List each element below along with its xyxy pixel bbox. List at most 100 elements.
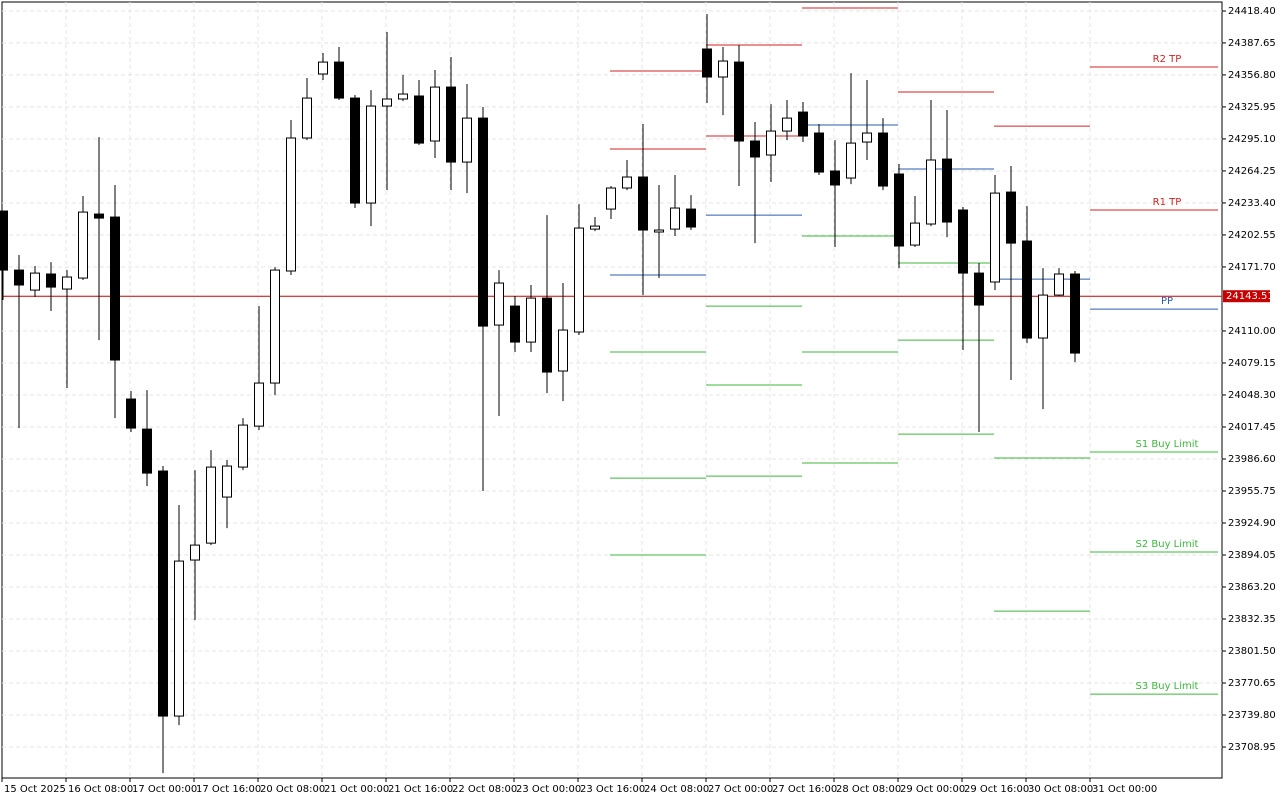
y-tick-label: 24202.55 xyxy=(1228,230,1276,241)
candle-body xyxy=(318,61,328,75)
candle-body xyxy=(670,207,680,230)
x-tick-label: 20 Oct 08:00 xyxy=(260,784,325,795)
y-tick-label: 23801.50 xyxy=(1228,646,1276,657)
y-tick-label: 24110.00 xyxy=(1228,326,1276,337)
candle-body xyxy=(430,86,440,142)
candle-body xyxy=(174,560,184,717)
candle-body xyxy=(702,48,712,78)
candle-body xyxy=(158,470,168,717)
candle-body xyxy=(654,229,664,233)
y-tick-label: 24295.10 xyxy=(1228,134,1276,145)
current-price-label: 24143.51 xyxy=(1226,291,1274,302)
x-tick-label: 23 Oct 00:00 xyxy=(516,784,581,795)
candle-body xyxy=(478,117,488,327)
candle-body xyxy=(894,173,904,247)
y-tick-label: 24017.45 xyxy=(1228,422,1276,433)
candle-body xyxy=(958,209,968,274)
candle-body xyxy=(638,176,648,231)
y-tick-label: 24233.40 xyxy=(1228,198,1276,209)
candle-body xyxy=(126,398,136,429)
y-tick-label: 24079.15 xyxy=(1228,358,1276,369)
y-tick-label: 24325.95 xyxy=(1228,102,1276,113)
y-tick-label: 23986.60 xyxy=(1228,454,1276,465)
candle-body xyxy=(974,272,984,306)
candle-body xyxy=(14,269,24,286)
y-tick-label: 23924.90 xyxy=(1228,518,1276,529)
y-tick-label: 24418.40 xyxy=(1228,6,1276,17)
candle-body xyxy=(494,282,504,326)
x-tick-label: 27 Oct 00:00 xyxy=(708,784,773,795)
y-tick-label: 23832.35 xyxy=(1228,614,1276,625)
x-tick-label: 21 Oct 00:00 xyxy=(324,784,389,795)
candle-body xyxy=(30,272,40,291)
y-tick-label: 23739.80 xyxy=(1228,710,1276,721)
y-tick-label: 23770.65 xyxy=(1228,678,1276,689)
candle-body xyxy=(110,216,120,361)
pivot-label: S3 Buy Limit xyxy=(1136,681,1199,692)
y-tick-label: 24048.30 xyxy=(1228,390,1276,401)
candle-body xyxy=(510,305,520,343)
candle-body xyxy=(718,60,728,78)
candle-body xyxy=(558,329,568,372)
candle-body xyxy=(910,222,920,246)
candle-body xyxy=(366,105,376,204)
candle-body xyxy=(574,227,584,333)
candle-body xyxy=(350,97,360,204)
candle-body xyxy=(414,95,424,144)
candle-body xyxy=(142,428,152,474)
pivot-label: PP xyxy=(1161,296,1173,307)
candle-body xyxy=(46,273,56,288)
candle-body xyxy=(398,93,408,100)
candle-body xyxy=(846,142,856,179)
x-tick-label: 31 Oct 00:00 xyxy=(1092,784,1157,795)
candle-body xyxy=(334,61,344,99)
x-tick-label: 17 Oct 16:00 xyxy=(196,784,261,795)
x-tick-label: 24 Oct 08:00 xyxy=(644,784,709,795)
x-tick-label: 22 Oct 08:00 xyxy=(452,784,517,795)
candle-body xyxy=(606,187,616,210)
candle-body xyxy=(0,210,8,271)
candle-body xyxy=(526,297,536,343)
candle-body xyxy=(94,213,104,219)
candle-body xyxy=(926,159,936,225)
candle-body xyxy=(622,176,632,189)
candle-body xyxy=(750,140,760,158)
candle-body xyxy=(734,61,744,142)
pivot-label: R2 TP xyxy=(1153,54,1182,65)
pivot-label: S1 Buy Limit xyxy=(1136,439,1199,450)
y-tick-label: 23955.75 xyxy=(1228,486,1276,497)
candle-body xyxy=(830,170,840,186)
candle-body xyxy=(990,192,1000,283)
candle-body xyxy=(1070,273,1080,354)
x-tick-label: 30 Oct 08:00 xyxy=(1028,784,1093,795)
candle-body xyxy=(462,117,472,163)
y-tick-label: 24264.25 xyxy=(1228,166,1276,177)
y-tick-label: 23863.20 xyxy=(1228,582,1276,593)
x-tick-label: 16 Oct 08:00 xyxy=(68,784,133,795)
candle-body xyxy=(814,132,824,173)
y-tick-label: 24171.70 xyxy=(1228,262,1276,273)
current-price-box xyxy=(1223,290,1270,303)
candle-body xyxy=(78,211,88,279)
x-tick-label: 21 Oct 16:00 xyxy=(388,784,453,795)
candle-body xyxy=(206,466,216,544)
candle-body xyxy=(1038,294,1048,339)
plot-area xyxy=(1,1,1223,779)
candle-body xyxy=(62,276,72,290)
candle-body xyxy=(1022,240,1032,339)
x-tick-label: 29 Oct 16:00 xyxy=(964,784,1029,795)
y-tick-label: 24387.65 xyxy=(1228,38,1276,49)
x-tick-label: 23 Oct 16:00 xyxy=(580,784,645,795)
candle-body xyxy=(302,97,312,139)
x-tick-label: 27 Oct 16:00 xyxy=(772,784,837,795)
candle-body xyxy=(270,269,280,384)
pivot-label: S2 Buy Limit xyxy=(1136,539,1199,550)
candle-body xyxy=(446,86,456,163)
candle-body xyxy=(286,137,296,272)
y-tick-label: 23708.95 xyxy=(1228,742,1276,753)
candle-body xyxy=(222,465,232,498)
y-tick-label: 24356.80 xyxy=(1228,70,1276,81)
candle-body xyxy=(190,544,200,561)
candle-body xyxy=(382,98,392,107)
